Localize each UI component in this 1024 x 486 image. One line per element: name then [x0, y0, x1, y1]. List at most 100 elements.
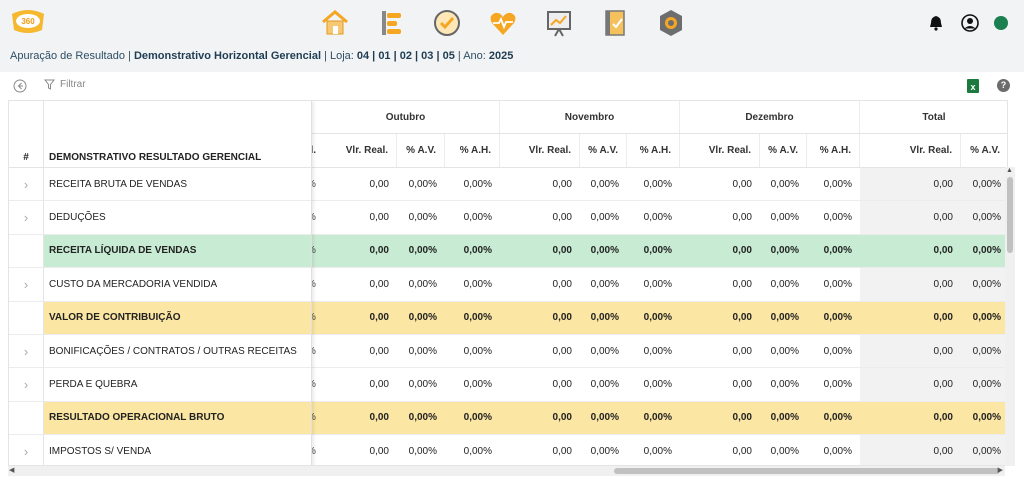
value-cell: 0,00% — [590, 379, 619, 391]
home-icon[interactable] — [318, 6, 352, 40]
settings-hex-icon[interactable] — [654, 6, 688, 40]
vertical-scroll-thumb[interactable] — [1007, 177, 1013, 253]
row-highlight — [44, 234, 311, 268]
horizontal-scrollbar[interactable]: ◀ ▶ — [8, 466, 1005, 476]
value-cell: 0,00% — [770, 278, 799, 290]
help-icon[interactable]: ? — [997, 79, 1010, 92]
value-cell: 0,00% — [823, 245, 852, 257]
filter-button[interactable]: Filtrar — [44, 79, 86, 90]
heart-pulse-icon[interactable] — [486, 6, 520, 40]
svg-text:360: 360 — [21, 17, 35, 26]
value-cell: 0,00% — [770, 345, 799, 357]
svg-text:x: x — [970, 82, 975, 92]
scroll-up-arrow[interactable]: ▲ — [1006, 167, 1013, 174]
expand-chevron-icon[interactable]: › — [9, 168, 44, 201]
subcolumn-header: Vlr. Real. — [680, 134, 760, 167]
value-cell: 0,00% — [961, 201, 1007, 234]
vertical-scrollbar[interactable]: ▲ — [1005, 167, 1015, 466]
app-logo[interactable]: 360 — [8, 8, 48, 36]
table-row[interactable]: %0,000,00%0,00%0,000,00%0,00%0,000,00%0,… — [312, 368, 1007, 402]
table-row-label[interactable]: RECEITA LÍQUIDA DE VENDAS — [9, 234, 311, 269]
table-row-label[interactable]: RESULTADO OPERACIONAL BRUTO — [9, 401, 311, 436]
value-cell: 0,00% — [408, 379, 437, 391]
table-row-label[interactable]: › DEDUÇÕES — [9, 201, 311, 235]
value-cell: 0,00 — [369, 445, 389, 457]
value-cell: 0,00 — [369, 412, 389, 424]
value-cell: 0,00% — [463, 178, 492, 190]
table-row[interactable]: %0,000,00%0,00%0,000,00%0,00%0,000,00%0,… — [312, 335, 1007, 369]
value-cell: 0,00% — [770, 212, 799, 224]
expand-chevron-icon[interactable]: › — [9, 268, 44, 301]
row-label: BONIFICAÇÕES / CONTRATOS / OUTRAS RECEIT… — [49, 345, 297, 357]
breadcrumb-loja-value: 04 | 01 | 02 | 03 | 05 — [356, 50, 455, 62]
table-row[interactable]: %0,000,00%0,00%0,000,00%0,00%0,000,00%0,… — [312, 435, 1007, 465]
value-cell: 0,00% — [463, 278, 492, 290]
value-cell: 0,00% — [643, 178, 672, 190]
top-bar: 360 — [0, 0, 1024, 46]
value-cell: 0,00% — [770, 412, 799, 424]
expand-chevron-icon[interactable]: › — [9, 368, 44, 401]
table-row[interactable]: %0,000,00%0,00%0,000,00%0,00%0,000,00%0,… — [312, 234, 1007, 269]
value-cell: 0,00% — [590, 245, 619, 257]
value-cell: 0,00% — [408, 245, 437, 257]
frozen-columns: # DEMONSTRATIVO RESULTADO GERENCIAL › REC… — [9, 101, 312, 465]
table-row-label[interactable]: › IMPOSTOS S/ VENDA — [9, 435, 311, 465]
table-row[interactable]: %0,000,00%0,00%0,000,00%0,00%0,000,00%0,… — [312, 301, 1007, 335]
scroll-right-arrow[interactable]: ▶ — [997, 467, 1003, 474]
clipped-cell: % — [312, 201, 322, 233]
value-cell: 0,00 — [860, 335, 961, 368]
row-label: RECEITA LÍQUIDA DE VENDAS — [49, 245, 197, 257]
clipped-cell: % — [312, 335, 322, 367]
value-cell: 0,00 — [552, 245, 572, 257]
value-cell: 0,00% — [408, 178, 437, 190]
value-cell: 0,00 — [860, 201, 961, 234]
month-header-row: Outubro Novembro Dezembro Total — [312, 101, 1007, 134]
table-row[interactable]: %0,000,00%0,00%0,000,00%0,00%0,000,00%0,… — [312, 201, 1007, 235]
value-cell: 0,00% — [590, 178, 619, 190]
subcolumn-header: % A.H. — [627, 134, 680, 167]
table-row-label[interactable]: › CUSTO DA MERCADORIA VENDIDA — [9, 268, 311, 302]
value-cell: 0,00% — [961, 435, 1007, 465]
scroll-left-arrow[interactable]: ◀ — [9, 467, 15, 474]
expand-chevron-icon[interactable]: › — [9, 435, 44, 465]
expand-chevron-icon[interactable]: › — [9, 335, 44, 368]
notebook-icon[interactable] — [598, 6, 632, 40]
chart-board-icon[interactable] — [542, 6, 576, 40]
excel-export-icon[interactable]: x — [966, 78, 980, 94]
table-row[interactable]: %0,000,00%0,00%0,000,00%0,00%0,000,00%0,… — [312, 168, 1007, 202]
filter-label: Filtrar — [60, 79, 86, 90]
value-cell: 0,00 — [552, 278, 572, 290]
user-icon[interactable] — [960, 13, 980, 33]
table-row-label[interactable]: VALOR DE CONTRIBUIÇÃO — [9, 301, 311, 335]
value-cell: 0,00% — [408, 312, 437, 324]
back-icon[interactable] — [13, 79, 27, 93]
value-cell: 0,00% — [823, 412, 852, 424]
value-cell: 0,00% — [823, 212, 852, 224]
table-row-label[interactable]: › BONIFICAÇÕES / CONTRATOS / OUTRAS RECEI… — [9, 335, 311, 369]
breadcrumb-ano-value: 2025 — [488, 50, 514, 62]
bell-icon[interactable] — [926, 13, 946, 33]
value-cell: 0,00 — [732, 445, 752, 457]
subcolumn-header: % A.H. — [807, 134, 860, 167]
table-row[interactable]: %0,000,00%0,00%0,000,00%0,00%0,000,00%0,… — [312, 401, 1007, 436]
table-scroll-area[interactable]: Outubro Novembro Dezembro Total l. Vlr. Real… — [310, 101, 1007, 465]
row-label: RECEITA BRUTA DE VENDAS — [49, 178, 187, 190]
frozen-header: # DEMONSTRATIVO RESULTADO GERENCIAL — [9, 101, 312, 168]
status-dot — [994, 16, 1008, 30]
clipped-cell: % — [312, 368, 322, 400]
value-cell: 0,00% — [961, 268, 1007, 301]
table-row[interactable]: %0,000,00%0,00%0,000,00%0,00%0,000,00%0,… — [312, 268, 1007, 302]
row-label: RESULTADO OPERACIONAL BRUTO — [49, 412, 225, 424]
table-row-label[interactable]: › PERDA E QUEBRA — [9, 368, 311, 402]
expand-chevron-icon[interactable]: › — [9, 201, 44, 234]
row-label: DEDUÇÕES — [49, 212, 106, 224]
check-circle-icon[interactable] — [430, 6, 464, 40]
row-label: CUSTO DA MERCADORIA VENDIDA — [49, 278, 218, 290]
horizontal-scroll-thumb[interactable] — [614, 468, 1000, 474]
clipped-cell: % — [312, 302, 322, 334]
value-cell: 0,00 — [369, 312, 389, 324]
value-cell: 0,00% — [972, 412, 1001, 424]
timeline-icon[interactable] — [374, 6, 408, 40]
value-cell: 0,00 — [552, 178, 572, 190]
table-row-label[interactable]: › RECEITA BRUTA DE VENDAS — [9, 168, 311, 202]
